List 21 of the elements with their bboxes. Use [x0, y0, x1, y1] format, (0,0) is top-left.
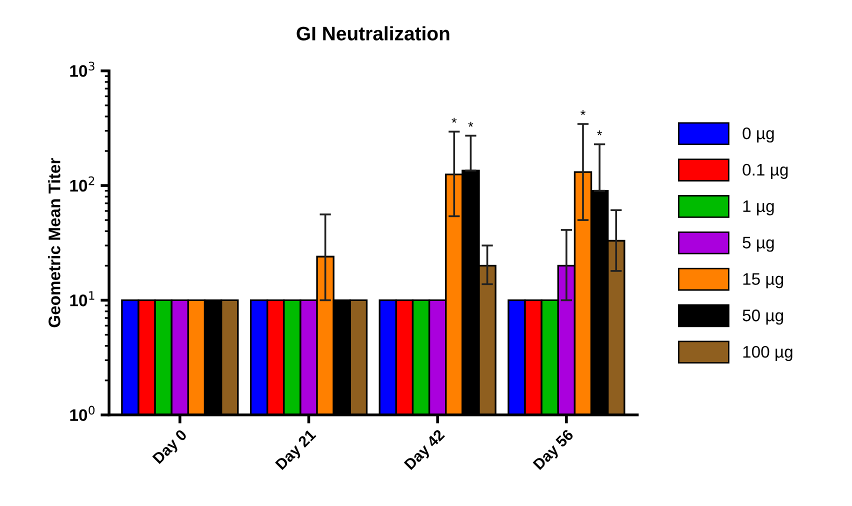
y-tick-label: 10$^{1}$ — [70, 291, 94, 306]
legend-label: 50 µg — [742, 310, 784, 325]
annotation: * — [452, 118, 457, 123]
annotation: * — [597, 130, 602, 136]
legend-label: 0.1 µg — [742, 164, 788, 179]
chart-title: GI Neutralization — [296, 26, 450, 40]
annotation: * — [580, 110, 586, 116]
legend-label: 1 µg — [743, 200, 774, 216]
x-tick-label: Day 42 — [404, 428, 448, 472]
legend-label: 100 µg — [743, 346, 792, 362]
legend-label: 15 µg — [743, 273, 784, 288]
y-axis-title: Geometric Mean Titer — [48, 158, 60, 328]
y-tick-label: 10$^{0}$ — [70, 406, 95, 421]
x-tick-label: Day 0 — [152, 428, 190, 466]
x-tick-label: Day 56 — [532, 428, 576, 472]
y-tick-label: 10$^{2}$ — [70, 176, 94, 192]
annotation: * — [468, 122, 474, 127]
y-tick-label: 10$^{3}$ — [70, 62, 94, 77]
x-tick-label: Day 21 — [274, 428, 319, 472]
legend-label: 0 µg — [742, 127, 774, 143]
legend-label: 5 µg — [742, 236, 774, 252]
